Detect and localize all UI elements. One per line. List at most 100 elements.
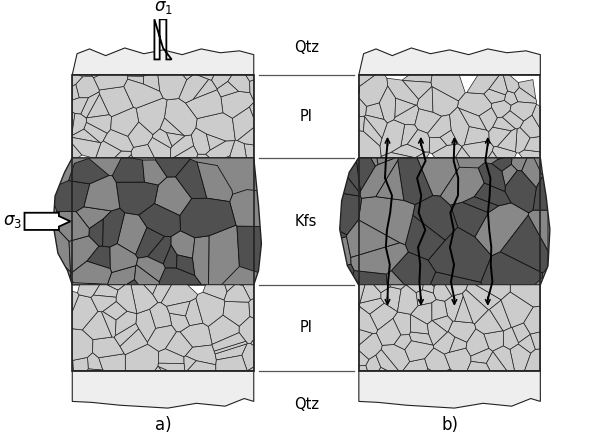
Polygon shape: [340, 193, 362, 235]
Polygon shape: [114, 324, 139, 346]
Polygon shape: [171, 135, 194, 158]
Polygon shape: [53, 180, 90, 212]
Polygon shape: [87, 369, 102, 371]
Polygon shape: [359, 116, 365, 131]
Polygon shape: [432, 87, 459, 116]
Polygon shape: [163, 245, 177, 268]
Polygon shape: [93, 337, 124, 358]
Polygon shape: [78, 285, 100, 297]
Polygon shape: [171, 231, 195, 258]
Polygon shape: [410, 314, 429, 334]
Polygon shape: [486, 352, 507, 371]
Polygon shape: [492, 147, 517, 158]
Polygon shape: [359, 329, 373, 346]
Polygon shape: [466, 285, 501, 310]
Polygon shape: [405, 341, 434, 362]
Polygon shape: [136, 257, 165, 282]
Polygon shape: [518, 334, 535, 353]
Polygon shape: [96, 141, 121, 158]
Text: Qtz: Qtz: [294, 397, 319, 412]
Polygon shape: [53, 255, 71, 276]
Polygon shape: [359, 131, 381, 158]
Polygon shape: [360, 158, 398, 198]
Polygon shape: [154, 366, 161, 371]
Polygon shape: [489, 127, 511, 147]
Polygon shape: [72, 328, 73, 330]
Polygon shape: [72, 98, 88, 114]
Polygon shape: [358, 197, 415, 245]
Polygon shape: [493, 346, 514, 371]
Polygon shape: [505, 170, 536, 213]
Polygon shape: [389, 285, 406, 289]
Polygon shape: [209, 225, 239, 285]
Polygon shape: [249, 102, 254, 118]
Polygon shape: [514, 88, 537, 103]
Polygon shape: [432, 144, 462, 158]
Polygon shape: [395, 98, 416, 117]
Polygon shape: [471, 348, 493, 364]
Polygon shape: [237, 127, 254, 145]
Polygon shape: [402, 75, 432, 82]
Polygon shape: [73, 357, 88, 371]
Polygon shape: [197, 75, 214, 80]
Polygon shape: [103, 301, 127, 320]
Polygon shape: [459, 108, 486, 130]
Polygon shape: [53, 158, 261, 285]
Polygon shape: [502, 164, 517, 187]
Polygon shape: [340, 167, 360, 196]
Polygon shape: [245, 75, 254, 81]
Polygon shape: [217, 81, 239, 97]
Polygon shape: [391, 144, 426, 158]
Polygon shape: [139, 204, 180, 237]
Polygon shape: [381, 344, 410, 371]
Polygon shape: [467, 75, 499, 94]
Polygon shape: [463, 290, 489, 324]
Polygon shape: [215, 344, 247, 360]
Polygon shape: [131, 285, 158, 314]
Polygon shape: [69, 236, 99, 273]
Polygon shape: [89, 219, 103, 246]
Polygon shape: [502, 111, 523, 129]
Polygon shape: [156, 158, 190, 177]
Polygon shape: [53, 217, 56, 232]
Polygon shape: [455, 297, 473, 323]
Polygon shape: [91, 295, 116, 312]
Polygon shape: [230, 140, 246, 158]
Polygon shape: [314, 156, 359, 287]
Polygon shape: [429, 227, 492, 282]
Polygon shape: [466, 329, 489, 356]
Polygon shape: [530, 332, 540, 350]
Polygon shape: [391, 252, 436, 285]
Polygon shape: [143, 75, 160, 92]
Polygon shape: [117, 213, 147, 254]
Polygon shape: [143, 75, 150, 76]
Text: Pl: Pl: [300, 320, 313, 336]
Polygon shape: [127, 76, 144, 84]
Polygon shape: [128, 155, 133, 158]
Polygon shape: [417, 158, 459, 196]
Polygon shape: [407, 130, 430, 152]
Polygon shape: [450, 202, 489, 237]
Polygon shape: [23, 156, 72, 287]
Polygon shape: [532, 104, 540, 129]
Polygon shape: [450, 107, 469, 146]
Polygon shape: [393, 312, 410, 335]
Polygon shape: [462, 197, 499, 213]
Polygon shape: [72, 129, 100, 143]
Polygon shape: [370, 303, 397, 330]
Polygon shape: [446, 369, 453, 371]
Polygon shape: [127, 122, 153, 147]
Polygon shape: [523, 306, 540, 334]
Polygon shape: [108, 265, 136, 285]
Polygon shape: [197, 162, 233, 201]
Polygon shape: [184, 356, 197, 371]
Polygon shape: [403, 81, 432, 99]
Polygon shape: [214, 341, 248, 354]
Polygon shape: [249, 80, 254, 101]
Polygon shape: [510, 102, 537, 121]
Polygon shape: [183, 75, 193, 80]
Polygon shape: [359, 98, 367, 117]
Polygon shape: [69, 159, 109, 184]
Polygon shape: [225, 156, 230, 158]
Polygon shape: [72, 291, 79, 311]
